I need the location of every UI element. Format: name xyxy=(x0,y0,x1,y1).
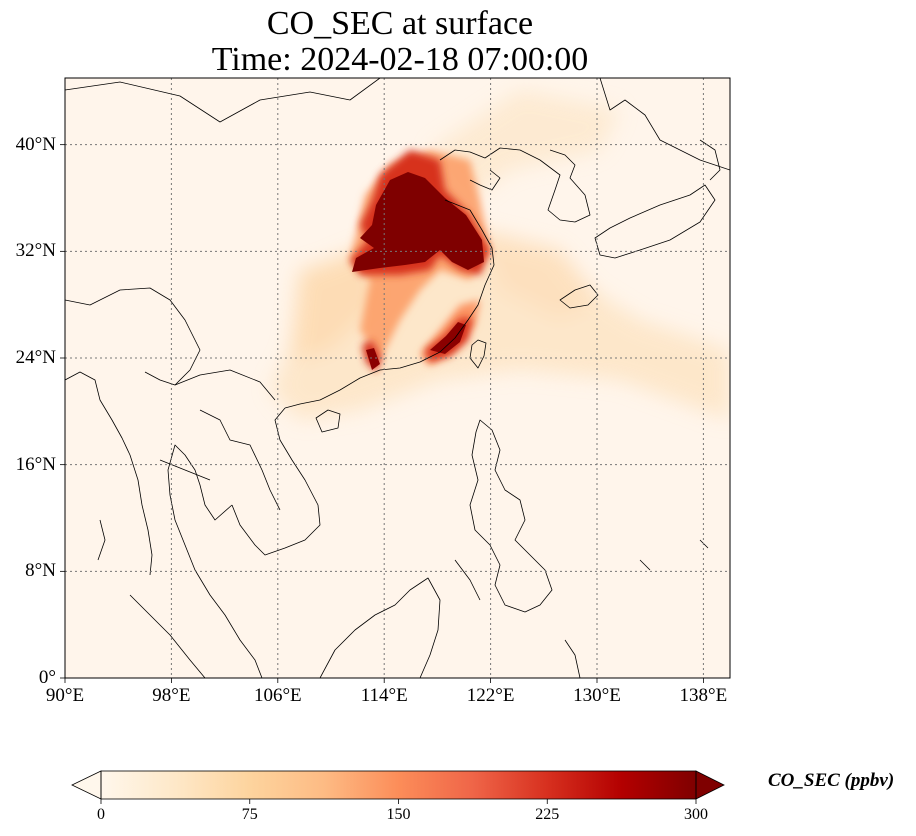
colorbar-label: CO_SEC (ppbv) xyxy=(768,770,895,791)
map-time-subtitle: Time: 2024-02-18 07:00:00 xyxy=(211,41,589,78)
y-tick-label: 0° xyxy=(38,667,56,688)
colorbar-extend-min xyxy=(71,770,102,800)
map-area xyxy=(65,78,730,678)
colorbar-tick-label: 225 xyxy=(535,806,560,823)
colorbar-tick-label: 0 xyxy=(97,806,105,823)
colorbar-tick-label: 75 xyxy=(241,806,258,823)
y-tick-label: 8°N xyxy=(25,560,56,582)
map-frame xyxy=(64,77,731,679)
colorbar-tick-label: 300 xyxy=(684,806,708,823)
x-tick-label: 122°E xyxy=(466,685,515,706)
x-tick-label: 130°E xyxy=(573,685,621,706)
x-tick-label: 114°E xyxy=(360,685,408,706)
x-tick-label: 98°E xyxy=(152,685,191,706)
colorbar-extend-max xyxy=(695,770,725,800)
gridlines xyxy=(65,78,730,678)
x-tick-label: 138°E xyxy=(679,685,728,706)
y-tick-label: 24°N xyxy=(15,347,56,368)
x-tick-label: 90°E xyxy=(45,685,85,706)
y-tick-label: 32°N xyxy=(15,240,56,262)
x-tick-label: 106°E xyxy=(253,685,302,706)
coastlines xyxy=(65,78,730,678)
colorbar-bar xyxy=(101,771,696,799)
colorbar xyxy=(71,770,725,804)
map-title: CO_SEC at surface xyxy=(266,5,534,42)
y-tick-label: 16°N xyxy=(15,453,56,475)
co-concentration-field xyxy=(270,90,730,420)
colorbar-tick-label: 150 xyxy=(386,806,411,823)
y-tick-label: 40°N xyxy=(15,133,56,155)
